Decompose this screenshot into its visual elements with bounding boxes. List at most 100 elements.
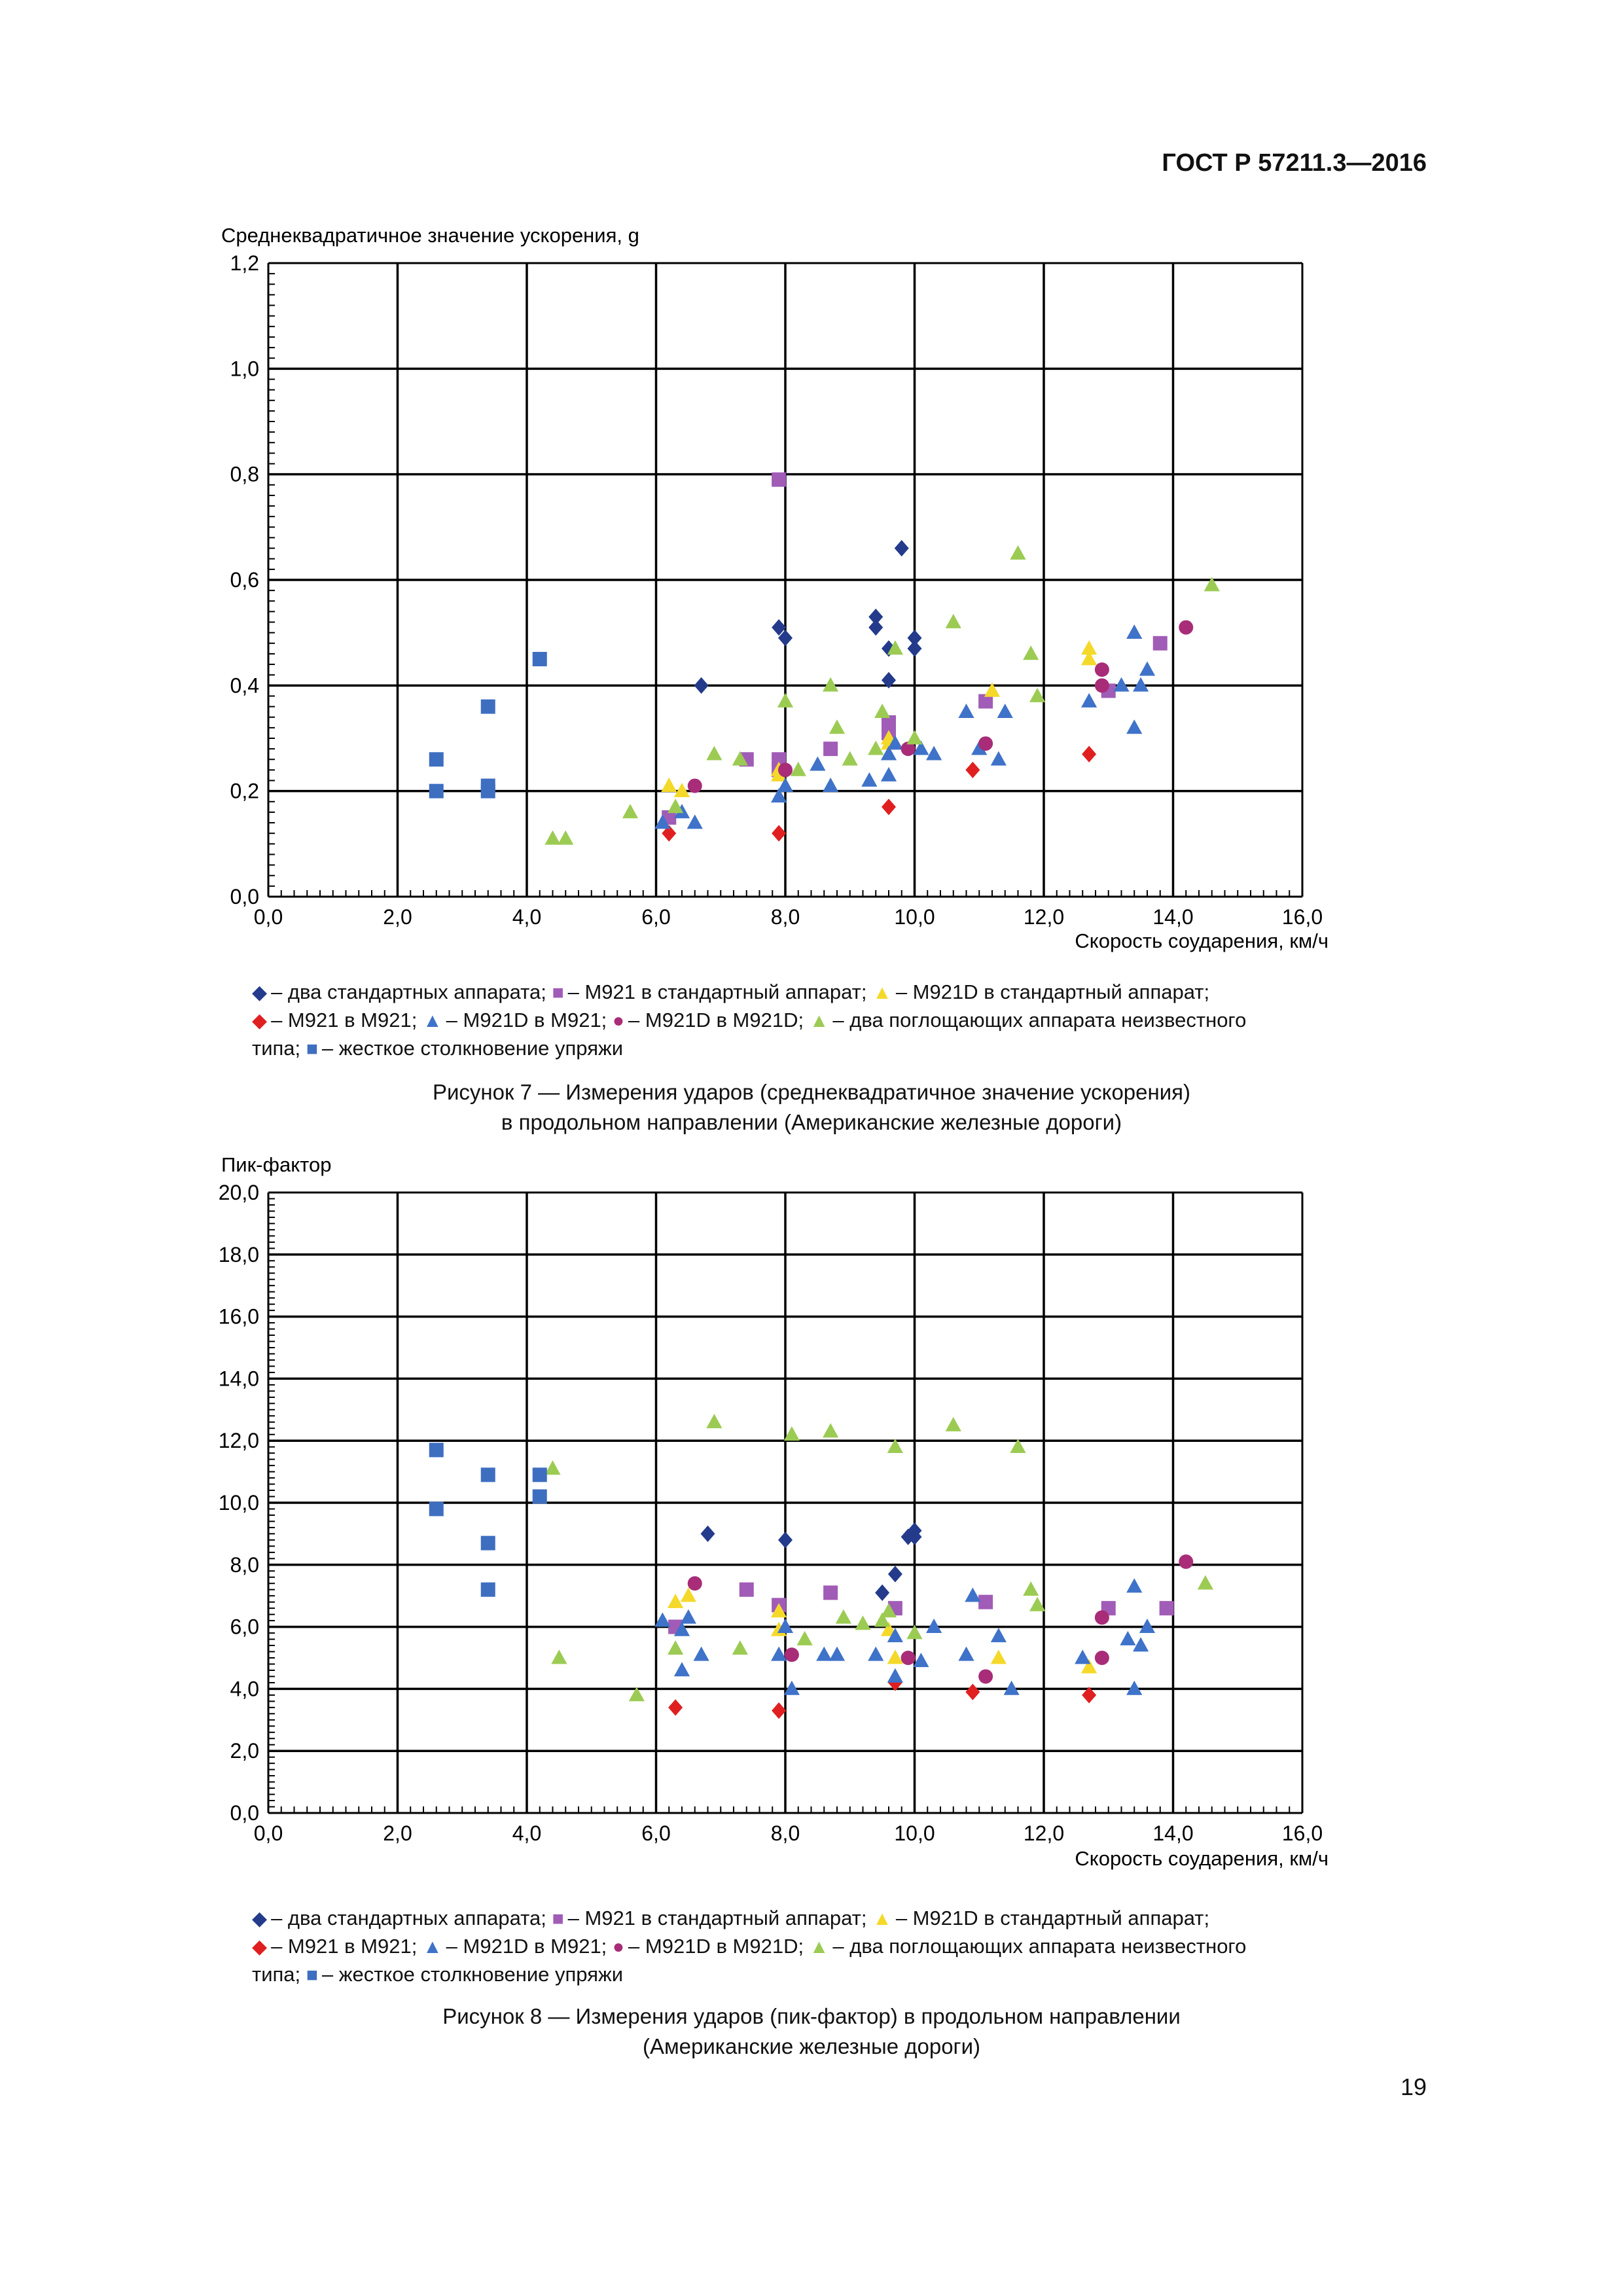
legend-symbol-triangle-icon: ▲ [809,1010,829,1031]
series-m921d_m921 [654,1578,1156,1695]
legend-line: ◆ – М921 в М921; ▲ – М921D в М921; ● – М921… [252,1007,1246,1035]
data-point [1159,1601,1174,1616]
legend-symbol-diamond-icon: ◆ [252,982,268,1003]
data-point [772,825,787,842]
data-point [894,539,909,557]
data-point [532,1489,547,1504]
data-point [694,677,709,694]
caption-line-2: в продольном направлении (Американские ж… [501,1110,1122,1134]
data-point [783,1680,800,1695]
data-point [1126,1680,1143,1695]
legend-line: ◆ – два стандартных аппарата; ■ – М921 в с… [252,1905,1246,1933]
data-point [480,783,495,798]
data-point [874,704,891,719]
x-tick-label: 4,0 [512,1821,541,1845]
legend-line: типа; ■ – жесткое столкновение упряжи [252,1035,1246,1063]
data-point [1029,687,1046,702]
data-point [945,1416,961,1431]
data-point [558,830,574,845]
data-point [842,751,858,766]
data-point [945,613,961,628]
data-point [668,798,684,814]
data-point [926,745,942,761]
data-point [901,1651,916,1665]
data-point [661,777,677,792]
data-point [1023,645,1039,660]
data-point [673,1662,690,1677]
data-point [835,1609,851,1624]
legend-line: типа; ■ – жесткое столкновение упряжи [252,1961,1246,1989]
data-point [706,745,722,761]
peak-factor-chart: 0,0 2,0 4,0 6,0 8,0 10,0 12,0 14,0 16,0 0,0 2,0 4,0… [219,1153,1329,1870]
series-m921_m921 [662,745,1097,842]
data-point [480,1535,495,1551]
data-point [958,1646,974,1661]
data-point [1003,1680,1020,1695]
data-point [907,630,922,647]
data-point [913,740,929,755]
caption-line-1: Рисунок 8 — Измерения ударов (пик-фактор… [442,2004,1181,2028]
data-point [544,830,561,845]
y-tick-label: 1,0 [230,357,259,380]
data-point [1133,1637,1149,1652]
data-point [990,1649,1007,1664]
data-point [965,1587,981,1602]
legend-prefix: типа; [252,1037,306,1060]
figure-7: 0,0 2,0 4,0 6,0 8,0 10,0 12,0 14,0 16,0 0,0 0,2 0,4… [216,223,1361,1008]
legend-figure-8: ◆ – два стандартных аппарата; ■ – М921 в с… [252,1905,1246,1989]
rms-acceleration-chart: 0,0 2,0 4,0 6,0 8,0 10,0 12,0 14,0 16,0 0,0 0,2 0,4… [221,224,1329,952]
legend-text: – М921D в М921; [446,1009,613,1031]
data-point [480,1467,495,1482]
series-m921d_m921 [654,624,1156,829]
data-point [732,751,748,766]
data-point [880,745,897,761]
data-point [668,1594,684,1609]
y-tick-label: 8,0 [230,1553,259,1577]
data-point [1010,1439,1026,1454]
document-code: ГОСТ Р 57211.3—2016 [1162,149,1427,177]
data-point [978,694,993,709]
data-point [978,1669,993,1684]
data-point [868,608,883,626]
legend-symbol-triangle-icon: ▲ [422,1010,442,1031]
data-point [1204,577,1220,592]
x-tick-label: 12,0 [1024,1821,1064,1845]
data-point [823,677,839,692]
x-tick-label: 0,0 [254,1821,283,1845]
data-point [693,1646,709,1661]
data-point [868,1646,884,1661]
legend-symbol-triangle-icon: ▲ [872,982,892,1003]
data-point [880,766,897,781]
series-two_std [700,1522,922,1602]
x-tick-label: 16,0 [1282,1821,1323,1845]
data-point [532,1467,547,1482]
data-point [1179,620,1194,635]
legend-symbol-square-icon: ■ [552,1908,564,1929]
y-tick-label: 0,0 [230,1801,259,1825]
caption-line-1: Рисунок 7 — Измерения ударов (среднеквад… [432,1080,1191,1104]
data-point [1152,636,1168,651]
data-point [777,692,794,708]
data-point [855,1615,871,1630]
data-point [984,682,1001,697]
data-point [913,1653,929,1668]
y-tick-label: 10,0 [219,1491,259,1515]
data-point [480,699,495,714]
data-point [868,740,884,755]
data-point [480,1582,495,1597]
legend-symbol-diamond-icon: ◆ [252,1010,268,1031]
series-two_unknown [544,545,1220,845]
series-two_unknown [544,1414,1213,1702]
data-point [429,1443,444,1458]
y-tick-label: 20,0 [219,1181,259,1204]
x-tick-label: 6,0 [641,1821,670,1845]
data-point [1126,624,1143,639]
data-point [875,1584,890,1602]
legend-text: – М921D в М921D; [628,1935,810,1958]
data-point [823,1423,839,1438]
data-point [680,1587,696,1602]
series-m921_m921 [668,1674,1097,1719]
page-number: 19 [1400,2073,1427,2100]
legend-symbol-triangle-icon: ▲ [422,1936,442,1958]
x-tick-label: 16,0 [1282,905,1323,929]
